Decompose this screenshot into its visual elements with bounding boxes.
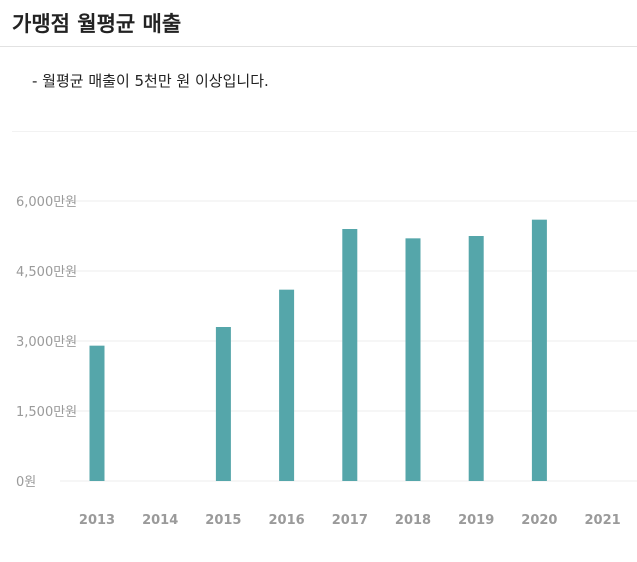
bar-2013	[89, 345, 105, 481]
y-tick-label: 0원	[16, 475, 36, 490]
bar-2019	[468, 236, 484, 481]
x-tick-label: 2013	[79, 513, 115, 528]
x-axis-labels: 2013 2014 2015 2016 2017 2018 2019 2020 2021	[79, 513, 621, 528]
chart-note: - 월평균 매출이 5천만 원 이상입니다.	[32, 72, 269, 90]
y-tick-label: 4,500만원	[16, 265, 77, 280]
x-tick-label: 2016	[269, 513, 305, 528]
x-tick-label: 2018	[395, 513, 431, 528]
x-tick-label: 2014	[142, 513, 178, 528]
x-tick-label: 2015	[205, 513, 241, 528]
x-tick-label: 2020	[521, 513, 557, 528]
y-tick-label: 3,000만원	[16, 335, 77, 350]
chart-title: 가맹점 월평균 매출	[12, 12, 182, 36]
bar-2017	[342, 229, 358, 481]
bar-2015	[215, 327, 231, 481]
bar-2016	[279, 289, 295, 481]
bar-2020	[531, 219, 547, 481]
bar-2018	[405, 238, 421, 481]
x-tick-label: 2019	[458, 513, 494, 528]
y-tick-label: 1,500만원	[16, 405, 77, 420]
section-divider	[12, 131, 637, 132]
bars	[89, 219, 547, 481]
chart-header: 가맹점 월평균 매출	[0, 0, 637, 47]
x-tick-label: 2017	[332, 513, 368, 528]
x-tick-label: 2021	[585, 513, 621, 528]
y-tick-label: 6,000만원	[16, 195, 77, 210]
y-axis-labels: 0원 1,500만원 3,000만원 4,500만원 6,000만원	[16, 195, 77, 490]
